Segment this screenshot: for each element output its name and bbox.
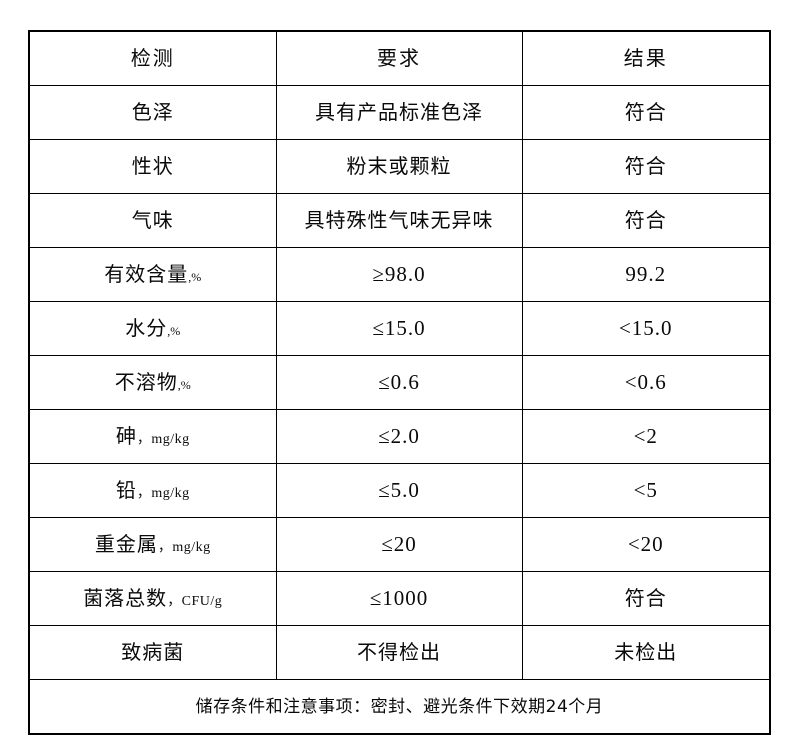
cell-requirement: ≤1000 [275,571,523,626]
cell-requirement: ≥98.0 [275,247,523,302]
item-name: 不溶物 [114,369,178,394]
item-name: 菌落总数 [83,585,168,610]
cell-item: 砷，mg/kg [28,409,277,464]
cell-item: 性状 [28,139,277,194]
cell-requirement: ≤20 [275,517,523,572]
result-value: <15.0 [618,316,673,340]
cell-item: 铅，mg/kg [28,463,277,518]
item-name: 水分 [125,315,168,340]
table-row: 性状 粉末或颗粒 符合 [28,139,771,194]
requirement-value: 粉末或颗粒 [346,153,452,178]
result-value: 符合 [624,153,667,178]
result-value: 符合 [624,585,667,610]
table-row: 铅，mg/kg ≤5.0 <5 [28,463,771,518]
result-value: 符合 [624,99,667,124]
table-row: 不溶物,% ≤0.6 <0.6 [28,355,771,410]
cell-requirement: ≤5.0 [275,463,523,518]
table-footer-row: 储存条件和注意事项：密封、避光条件下效期24个月 [28,679,771,735]
item-name: 重金属 [94,531,158,556]
item-unit: ,% [188,269,202,284]
cell-requirement: 粉末或颗粒 [275,139,523,194]
column-header-item: 检测 [28,30,277,86]
cell-result: 符合 [521,139,771,194]
column-header-result-label: 结果 [623,45,668,70]
item-name: 气味 [131,207,174,232]
column-header-requirement-label: 要求 [377,45,421,70]
item-unit: ，CFU/g [167,593,223,609]
spec-sheet: 检测 要求 结果 色泽 具有产品标准色泽 符合 性状 粉末或颗粒 符合 气味 具特殊性气味无异味 符合… [28,30,771,735]
cell-requirement: 不得检出 [275,625,523,680]
requirement-value: 具特殊性气味无异味 [304,207,494,232]
item-unit: ，mg/kg [136,485,190,501]
result-value: 符合 [624,207,667,232]
cell-item: 气味 [28,193,277,248]
table-row: 水分,% ≤15.0 <15.0 [28,301,771,356]
requirement-value: 具有产品标准色泽 [315,99,483,124]
table-row: 菌落总数，CFU/g ≤1000 符合 [28,571,771,626]
cell-item: 水分,% [28,301,277,356]
cell-item: 菌落总数，CFU/g [28,571,277,626]
cell-item: 重金属，mg/kg [28,517,277,572]
item-unit: ,% [177,377,191,392]
item-unit: ，mg/kg [136,431,190,447]
requirement-value: ≤5.0 [378,478,420,502]
cell-requirement: 具特殊性气味无异味 [275,193,523,248]
item-unit: ，mg/kg [157,539,211,555]
table-row: 砷，mg/kg ≤2.0 <2 [28,409,771,464]
requirement-value: 不得检出 [357,639,441,664]
cell-result: <20 [521,517,771,572]
item-name: 色泽 [131,99,174,124]
table-row: 重金属，mg/kg ≤20 <20 [28,517,771,572]
item-name: 砷 [115,423,137,448]
cell-result: 99.2 [521,247,771,302]
table-row: 有效含量,% ≥98.0 99.2 [28,247,771,302]
item-unit: ,% [167,323,181,338]
cell-requirement: 具有产品标准色泽 [275,85,523,140]
item-name: 有效含量 [104,261,189,286]
cell-item: 有效含量,% [28,247,277,302]
result-value: <5 [633,478,658,502]
cell-result: <5 [521,463,771,518]
result-value: 99.2 [625,262,667,286]
cell-item: 不溶物,% [28,355,277,410]
cell-result: <2 [521,409,771,464]
item-name: 性状 [131,153,174,178]
table-header-row: 检测 要求 结果 [28,30,771,86]
item-name: 铅 [115,477,137,502]
table-row: 色泽 具有产品标准色泽 符合 [28,85,771,140]
cell-item: 致病菌 [28,625,277,680]
cell-result: <0.6 [521,355,771,410]
requirement-value: ≤20 [381,532,417,556]
result-value: <20 [627,532,664,556]
cell-result: <15.0 [521,301,771,356]
storage-conditions-note: 储存条件和注意事项：密封、避光条件下效期24个月 [195,697,604,717]
result-value: <2 [633,424,658,448]
requirement-value: ≤1000 [369,586,429,610]
cell-result: 符合 [521,193,771,248]
requirement-value: ≤2.0 [378,424,420,448]
result-value: 未检出 [614,639,678,664]
cell-requirement: ≤15.0 [275,301,523,356]
table-row: 致病菌 不得检出 未检出 [28,625,771,680]
cell-result: 未检出 [521,625,771,680]
cell-item: 色泽 [28,85,277,140]
requirement-value: ≥98.0 [372,262,426,286]
requirement-value: ≤0.6 [378,370,420,394]
cell-result: 符合 [521,571,771,626]
item-name: 致病菌 [121,639,185,664]
cell-result: 符合 [521,85,771,140]
cell-requirement: ≤0.6 [275,355,523,410]
cell-footer: 储存条件和注意事项：密封、避光条件下效期24个月 [28,679,771,735]
result-value: <0.6 [624,370,667,394]
cell-requirement: ≤2.0 [275,409,523,464]
column-header-result: 结果 [521,30,771,86]
column-header-item-label: 检测 [130,45,175,70]
requirement-value: ≤15.0 [372,316,426,340]
table-body: 检测 要求 结果 色泽 具有产品标准色泽 符合 性状 粉末或颗粒 符合 气味 具特殊性气味无异味 符合… [28,30,771,735]
inspection-results-table: 检测 要求 结果 色泽 具有产品标准色泽 符合 性状 粉末或颗粒 符合 气味 具特殊性气味无异味 符合… [28,30,771,735]
table-row: 气味 具特殊性气味无异味 符合 [28,193,771,248]
column-header-requirement: 要求 [275,30,523,86]
